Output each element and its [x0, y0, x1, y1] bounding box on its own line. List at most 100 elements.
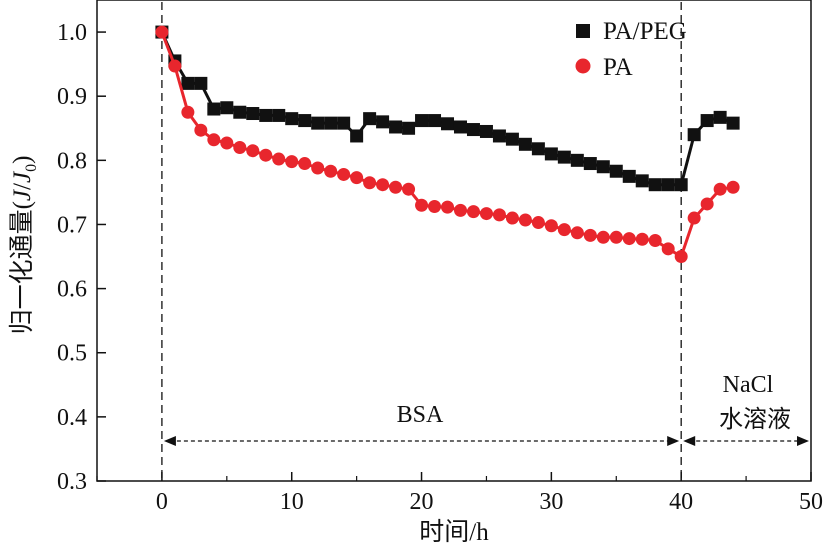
point-pa-peg — [415, 114, 429, 128]
y-tick-label: 1.0 — [57, 20, 87, 46]
y-axis-title-main: 归一化通量( — [8, 201, 36, 334]
point-pa-peg — [713, 110, 727, 124]
point-pa-peg — [402, 121, 416, 135]
point-pa-peg — [441, 117, 455, 131]
point-pa-peg — [337, 116, 351, 130]
point-pa — [285, 155, 299, 169]
point-pa — [428, 200, 442, 214]
point-pa — [441, 200, 455, 214]
point-pa — [648, 234, 662, 247]
nacl-label-line1: NaCl — [723, 372, 774, 398]
point-pa-peg — [609, 164, 623, 178]
y-tick-label: 0.9 — [57, 84, 87, 110]
vertical-dashed-lines — [161, 2, 682, 481]
x-tick-label: 20 — [410, 489, 434, 515]
point-pa-peg — [583, 157, 597, 171]
point-pa-peg — [259, 108, 273, 122]
point-pa-peg — [622, 169, 636, 183]
point-pa — [674, 250, 688, 264]
point-pa-peg — [311, 116, 325, 130]
point-pa — [596, 230, 610, 244]
point-pa — [246, 144, 260, 158]
x-tick-label: 0 — [156, 489, 168, 515]
x-tick-label: 10 — [280, 489, 304, 515]
point-pa — [609, 230, 623, 244]
point-pa — [207, 133, 221, 147]
legend-label-pa-peg: PA/PEG — [603, 18, 687, 45]
point-pa-peg — [272, 108, 286, 122]
point-pa-peg — [596, 160, 610, 174]
point-pa-peg — [285, 112, 299, 126]
point-pa-peg — [505, 132, 519, 146]
y-tick-label: 0.6 — [57, 277, 87, 303]
y-axis-title-sub: 0 — [23, 164, 40, 172]
point-pa — [622, 232, 636, 246]
point-pa-peg — [363, 112, 377, 126]
y-tick-label: 0.5 — [57, 341, 87, 367]
point-pa — [726, 180, 740, 194]
point-pa-peg — [220, 101, 234, 115]
point-pa-peg — [557, 150, 571, 164]
y-axis-title: 归一化通量(J/J0) — [8, 156, 40, 335]
point-pa — [479, 207, 493, 221]
bsa-arrow-arrowhead-left — [163, 436, 176, 446]
point-pa — [376, 178, 390, 192]
point-pa — [350, 171, 364, 185]
point-pa-peg — [726, 116, 740, 130]
point-pa — [415, 198, 429, 212]
point-pa-peg — [570, 153, 584, 167]
point-pa-peg — [324, 116, 338, 130]
nacl-label-line2: 水溶液 — [719, 406, 791, 433]
point-pa — [402, 182, 416, 196]
legend: PA/PEG PA — [575, 18, 687, 81]
x-axis-title: 时间/h — [419, 518, 489, 546]
point-pa-peg — [648, 178, 662, 192]
point-pa-peg — [376, 115, 390, 129]
point-pa-peg — [350, 129, 364, 143]
point-pa — [505, 211, 519, 225]
point-pa — [168, 59, 182, 73]
y-axis-title-slash: / — [9, 183, 36, 190]
series-layer — [155, 25, 740, 264]
point-pa — [713, 182, 727, 196]
range-arrows — [163, 436, 809, 446]
point-pa-peg — [661, 178, 675, 192]
point-pa — [453, 203, 467, 217]
point-pa-peg — [246, 107, 260, 121]
legend-label-pa: PA — [603, 54, 633, 81]
point-pa — [298, 157, 312, 171]
x-tick-label: 30 — [539, 489, 563, 515]
point-pa-peg — [518, 137, 532, 151]
point-pa — [311, 161, 325, 175]
point-pa-peg — [531, 142, 545, 156]
y-tick-label: 0.8 — [57, 148, 87, 174]
point-pa-peg — [428, 114, 442, 128]
point-pa — [233, 141, 247, 155]
x-tick-label: 50 — [799, 489, 823, 515]
point-pa-peg — [544, 147, 558, 161]
legend-marker-pa — [575, 58, 591, 74]
point-pa-peg — [194, 76, 208, 90]
point-pa — [518, 213, 532, 227]
point-pa — [181, 105, 195, 119]
y-axis-title-j0: J — [9, 170, 36, 183]
ticks: 0 10 20 30 40 50 0.3 0.4 0.5 0.6 0.7 0.8 0.9 1.0 — [57, 20, 823, 515]
point-pa — [544, 219, 558, 233]
point-pa — [155, 25, 169, 39]
nacl-arrow-arrowhead-left — [683, 436, 696, 446]
point-pa — [635, 232, 649, 246]
y-axis-title-close: ) — [9, 156, 36, 164]
point-pa-peg — [389, 120, 403, 134]
y-tick-label: 0.3 — [57, 469, 87, 495]
legend-marker-pa-peg — [576, 24, 590, 38]
point-pa-peg — [674, 178, 688, 192]
point-pa-peg — [700, 114, 714, 128]
bsa-label: BSA — [397, 402, 444, 428]
point-pa — [363, 176, 377, 190]
point-pa-peg — [453, 120, 467, 134]
point-pa — [259, 148, 273, 162]
point-pa — [661, 242, 675, 256]
point-pa-peg — [233, 105, 247, 119]
point-pa-peg — [687, 128, 701, 142]
point-pa — [687, 211, 701, 225]
